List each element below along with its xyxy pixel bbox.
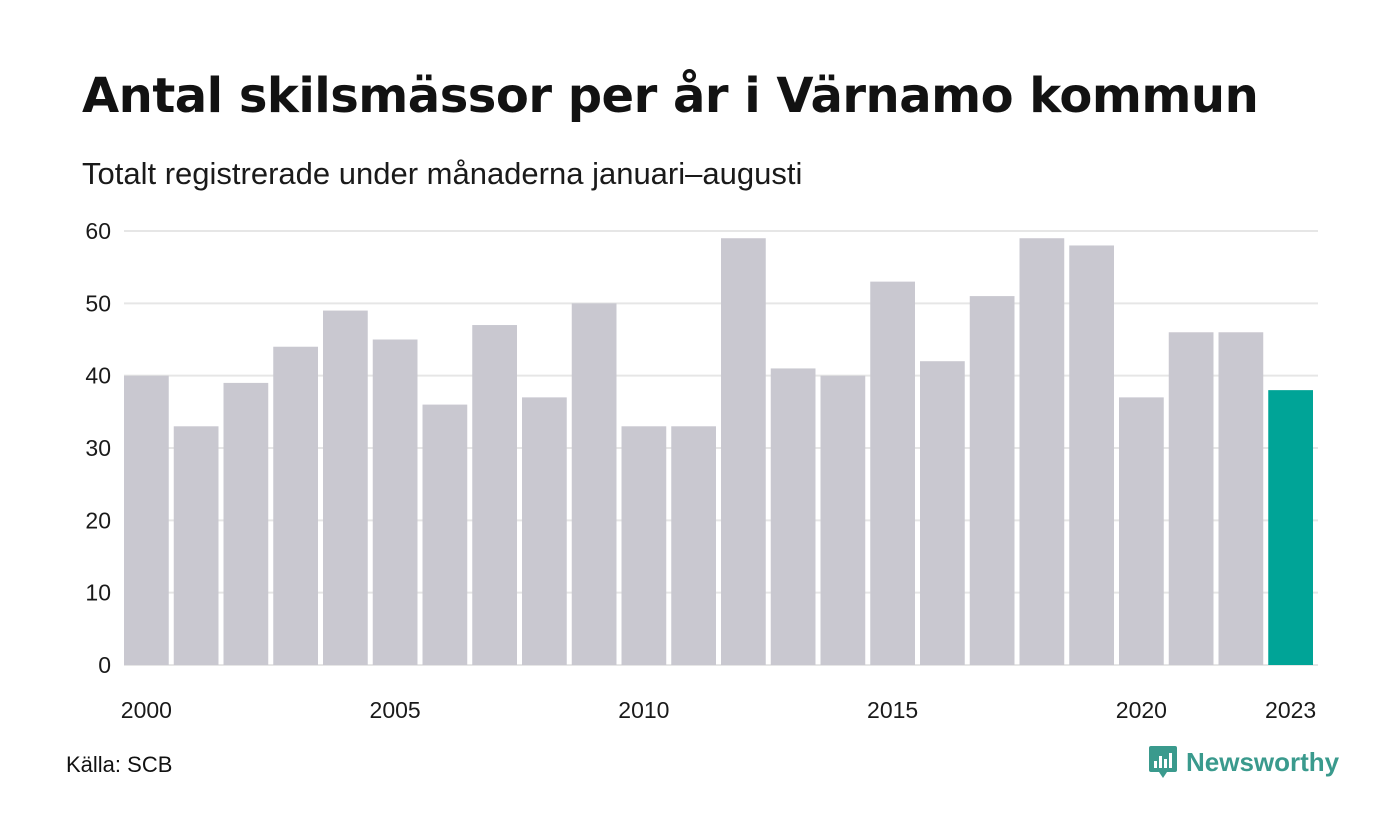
chart-subtitle: Totalt registrerade under månaderna janu… — [82, 156, 803, 191]
y-tick-label: 60 — [85, 218, 111, 244]
bar-2012 — [721, 238, 766, 665]
chart-title: Antal skilsmässor per år i Värnamo kommu… — [82, 68, 1259, 124]
bar-2018 — [1019, 238, 1065, 665]
x-tick-label: 2000 — [121, 697, 172, 723]
bar-2019 — [1069, 245, 1114, 665]
x-tick-label: 2020 — [1116, 697, 1167, 723]
x-tick-label: 2023 — [1265, 697, 1316, 723]
y-tick-label: 50 — [85, 290, 111, 316]
bar-2017 — [969, 296, 1015, 665]
bar-2011 — [671, 426, 716, 665]
bar-2022 — [1218, 332, 1264, 665]
y-tick-label: 10 — [85, 580, 111, 606]
bar-2009 — [571, 303, 617, 665]
bar-2001 — [173, 426, 219, 665]
bar-2010 — [621, 426, 667, 665]
newsworthy-logo-icon — [1149, 746, 1177, 778]
bar-2006 — [422, 404, 468, 665]
bar-2000 — [124, 375, 169, 665]
y-tick-label: 20 — [85, 507, 111, 533]
bar-2014 — [820, 375, 866, 665]
x-tick-label: 2005 — [370, 697, 421, 723]
y-tick-label: 0 — [98, 652, 111, 678]
bar-2020 — [1119, 397, 1164, 665]
x-tick-label: 2015 — [867, 697, 918, 723]
bars — [124, 238, 1313, 665]
bar-2023 — [1268, 390, 1313, 665]
x-tick-label: 2010 — [618, 697, 669, 723]
source-note: Källa: SCB — [66, 752, 173, 777]
bar-2021 — [1168, 332, 1214, 665]
bar-2016 — [920, 361, 965, 665]
bar-2015 — [870, 281, 915, 665]
brand-name: Newsworthy — [1186, 746, 1340, 777]
x-axis-ticks: 2000 2005 2010 2015 2020 2023 — [121, 697, 1316, 723]
bar-2005 — [372, 339, 418, 665]
bar-2003 — [273, 346, 318, 665]
bar-2013 — [770, 368, 816, 665]
bar-2008 — [522, 397, 567, 665]
y-tick-label: 30 — [85, 435, 111, 461]
bar-2004 — [323, 310, 368, 665]
bar-2007 — [472, 325, 517, 665]
bar-2002 — [223, 382, 269, 665]
y-axis-ticks: 0 10 20 30 40 50 60 — [85, 218, 111, 678]
y-tick-label: 40 — [85, 363, 111, 389]
brand-logo: Newsworthy — [1148, 744, 1339, 780]
